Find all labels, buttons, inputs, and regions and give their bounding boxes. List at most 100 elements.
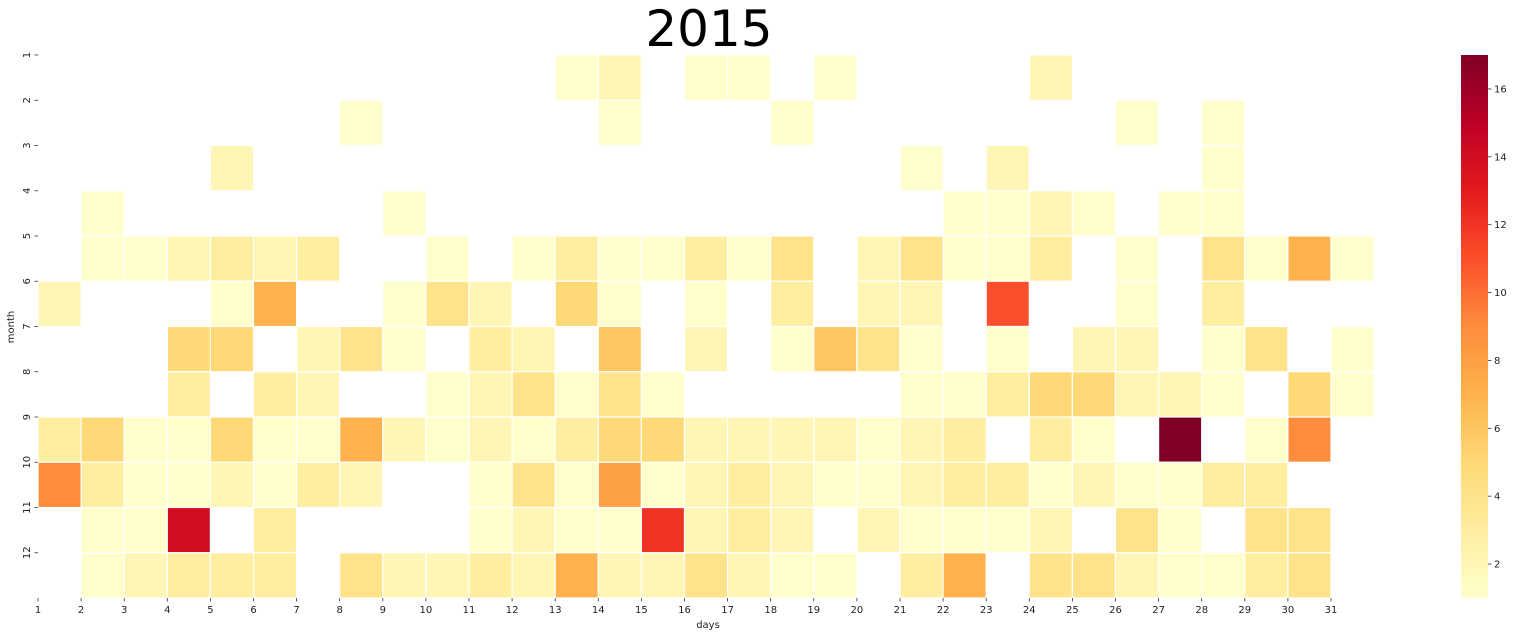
- heatmap-cell: [1201, 144, 1246, 192]
- heatmap-cell: [985, 371, 1030, 418]
- y-tick-label: 6: [22, 278, 33, 284]
- x-tick-label: 31: [1325, 605, 1338, 616]
- heatmap-cell: [1330, 235, 1375, 282]
- heatmap-cell: [856, 461, 901, 509]
- heatmap-cell: [1244, 552, 1289, 599]
- heatmap-cell: [80, 461, 125, 509]
- heatmap-cell: [1201, 552, 1246, 599]
- heatmap-cell: [726, 506, 772, 554]
- heatmap-cell: [640, 506, 686, 554]
- heatmap-cell: [597, 54, 642, 101]
- x-tick-label: 3: [121, 605, 127, 616]
- heatmap-cell: [1201, 235, 1246, 282]
- heatmap-cell: [1330, 325, 1375, 373]
- heatmap-cell: [1028, 190, 1074, 237]
- heatmap-cell: [209, 552, 255, 599]
- heatmap-cell: [1244, 325, 1289, 373]
- heatmap-cell: [899, 506, 944, 554]
- heatmap-cell: [726, 235, 772, 282]
- heatmap-cell: [1287, 371, 1332, 418]
- heatmap-cell: [339, 416, 384, 463]
- heatmap-cell: [726, 416, 772, 463]
- y-tick-label: 11: [22, 501, 33, 514]
- heatmap-cell: [554, 235, 599, 282]
- heatmap-cell: [511, 552, 556, 599]
- heatmap-cell: [683, 506, 729, 554]
- heatmap-cell: [166, 235, 212, 282]
- heatmap-cell: [252, 552, 298, 599]
- heatmap-cell: [511, 416, 556, 463]
- heatmap-cell: [209, 144, 255, 192]
- heatmap-cell: [166, 416, 212, 463]
- x-tick-label: 17: [721, 605, 734, 616]
- heatmap-cell: [726, 552, 772, 599]
- heatmap-cell: [123, 235, 168, 282]
- heatmap-cell: [123, 506, 168, 554]
- heatmap-cell: [683, 416, 729, 463]
- heatmap-cell: [856, 506, 901, 554]
- heatmap-cell: [597, 235, 642, 282]
- heatmap-cell: [37, 280, 82, 328]
- heatmap-cell: [123, 416, 168, 463]
- heatmap-cell: [252, 461, 298, 509]
- y-tick-label: 5: [22, 233, 33, 239]
- x-tick-label: 16: [678, 605, 691, 616]
- heatmap-cell: [726, 461, 772, 509]
- heatmap-cell: [123, 552, 168, 599]
- heatmap-cell: [770, 235, 815, 282]
- heatmap-cell: [1201, 461, 1246, 509]
- heatmap-cell: [468, 325, 513, 373]
- heatmap-cell: [296, 461, 341, 509]
- colorbar-tick-label: 6: [1494, 424, 1500, 435]
- x-tick-label: 18: [764, 605, 777, 616]
- chart-title: 2015: [645, 0, 772, 58]
- heatmap-cell: [1157, 506, 1203, 554]
- heatmap-cell: [640, 461, 686, 509]
- heatmap-cell: [425, 552, 470, 599]
- heatmap-cell: [985, 190, 1030, 237]
- heatmap-cell: [1244, 416, 1289, 463]
- heatmap-cell: [554, 552, 599, 599]
- heatmap-cell: [511, 235, 556, 282]
- heatmap-cell: [382, 190, 427, 237]
- y-tick-label: 7: [22, 323, 33, 329]
- heatmap-cell: [166, 552, 212, 599]
- heatmap-cell: [597, 506, 642, 554]
- heatmap-cell: [597, 325, 642, 373]
- heatmap-cell: [1201, 371, 1246, 418]
- heatmap-cell: [468, 461, 513, 509]
- x-tick-label: 24: [1023, 605, 1036, 616]
- heatmap-cell: [339, 552, 384, 599]
- x-tick-label: 14: [592, 605, 605, 616]
- heatmap-cell: [856, 235, 901, 282]
- x-tick-label: 20: [851, 605, 864, 616]
- heatmap-cell: [1157, 416, 1203, 463]
- x-tick-label: 1: [35, 605, 41, 616]
- heatmap-cell: [252, 416, 298, 463]
- heatmap-cell: [597, 416, 642, 463]
- heatmap-cell: [80, 235, 125, 282]
- heatmap-cell: [382, 552, 427, 599]
- heatmap-cell: [856, 280, 901, 328]
- heatmap-cell: [597, 371, 642, 418]
- heatmap-cell: [597, 99, 642, 147]
- x-tick-label: 19: [807, 605, 820, 616]
- heatmap-cell: [1028, 506, 1074, 554]
- y-tick-label: 9: [22, 414, 33, 420]
- y-tick-label: 4: [22, 188, 33, 194]
- colorbar-tick-label: 4: [1494, 492, 1500, 503]
- heatmap-cell: [1028, 552, 1074, 599]
- x-tick-label: 9: [380, 605, 386, 616]
- heatmap-cells: [37, 54, 1375, 599]
- heatmap-cell: [770, 506, 815, 554]
- x-tick-label: 13: [549, 605, 562, 616]
- colorbar-tick-label: 10: [1494, 288, 1507, 299]
- heatmap-cell: [166, 506, 212, 554]
- heatmap-cell: [252, 371, 298, 418]
- x-tick-label: 25: [1066, 605, 1079, 616]
- heatmap-cell: [554, 280, 599, 328]
- heatmap-cell: [726, 54, 772, 101]
- y-tick-label: 8: [22, 369, 33, 375]
- heatmap-cell: [1201, 99, 1246, 147]
